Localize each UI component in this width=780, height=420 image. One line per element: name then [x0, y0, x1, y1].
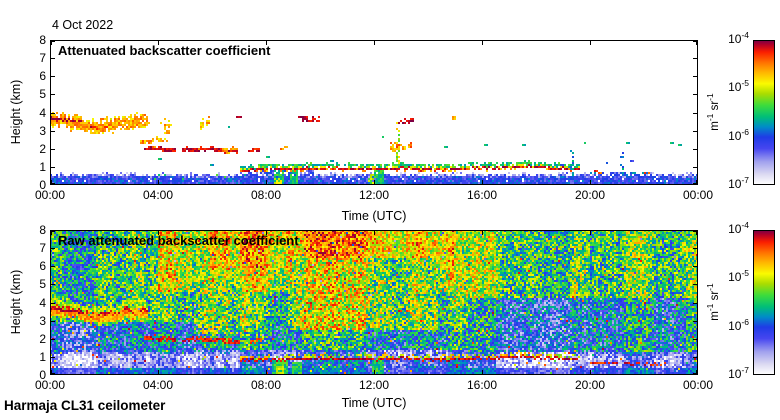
tick-base: 10: [728, 32, 742, 46]
panel-title-bottom: Raw attenuated backscatter coefficient: [58, 233, 299, 248]
tick-exponent: -6: [741, 316, 749, 327]
colorbar-tick-label: 10-7: [690, 365, 749, 381]
tick-exponent: -5: [741, 78, 749, 89]
x-tick-label: 08:00: [250, 188, 282, 202]
tick-base: 10: [728, 177, 742, 191]
y-tick-label: 3: [39, 313, 46, 328]
y-tick-label: 1: [39, 349, 46, 364]
tick-base: 10: [728, 80, 742, 95]
y-tick-label: 0: [39, 178, 46, 192]
x-tick-label: 16:00: [466, 188, 498, 202]
tick-exponent: -4: [741, 220, 749, 230]
tick-base: 10: [728, 367, 742, 381]
y-tick-label: 7: [39, 51, 46, 66]
colorbar-tick-label: 10-5: [690, 268, 749, 285]
x-tick-label: 00:00: [682, 378, 714, 392]
x-tick-label: 00:00: [682, 188, 714, 202]
x-axis-label-top: Time (UTC): [341, 209, 407, 223]
panel-title-top: Attenuated backscatter coefficient: [58, 43, 271, 58]
unit-exponent: -1: [705, 113, 716, 122]
y-tick-label: 6: [39, 69, 46, 84]
y-tick-label: 4: [39, 295, 46, 310]
y-tick-label: 5: [39, 277, 46, 292]
heatmap-canvas-top: [50, 40, 698, 185]
tick-exponent: -7: [741, 365, 749, 375]
tick-exponent: -6: [741, 126, 749, 137]
panel-attenuated-backscatter: Attenuated backscatter coefficient: [50, 40, 698, 185]
x-tick-label: 20:00: [574, 378, 606, 392]
tick-exponent: -4: [741, 30, 749, 40]
x-tick-label: 20:00: [574, 188, 606, 202]
panel-raw-backscatter: Raw attenuated backscatter coefficient: [50, 230, 698, 375]
x-tick-label: 12:00: [358, 378, 390, 392]
colorbar-gradient-top: [753, 40, 775, 185]
x-tick-label: 04:00: [142, 378, 174, 392]
y-tick-label: 6: [39, 259, 46, 274]
y-tick-label: 7: [39, 241, 46, 256]
tick-exponent: -5: [741, 268, 749, 279]
tick-base: 10: [728, 270, 742, 285]
x-tick-label: 08:00: [250, 378, 282, 392]
unit-base: sr: [709, 290, 721, 304]
y-tick-label: 2: [39, 331, 46, 346]
y-tick-label: 8: [39, 33, 46, 47]
y-tick-label: 2: [39, 141, 46, 156]
unit-exponent: -1: [705, 93, 716, 101]
instrument-label: Harmaja CL31 ceilometer: [4, 398, 166, 413]
y-tick-label: 5: [39, 87, 46, 102]
x-tick-label: 00:00: [34, 188, 66, 202]
colorbar-tick-label: 10-6: [690, 316, 749, 333]
tick-exponent: -7: [741, 175, 749, 185]
y-tick-label: 1: [39, 159, 46, 174]
x-axis-label-bottom: Time (UTC): [341, 396, 407, 410]
y-tick-label: 4: [39, 105, 46, 120]
colorbar-tick-label: 10-7: [690, 175, 749, 191]
colorbar-tick-label: 10-4: [690, 220, 749, 236]
tick-base: 10: [728, 318, 742, 333]
colorbar-unit-label-bottom: m-1 sr-1: [705, 252, 723, 352]
unit-exponent: -1: [705, 283, 716, 291]
tick-base: 10: [728, 128, 742, 143]
x-tick-label: 12:00: [358, 188, 390, 202]
y-tick-label: 0: [39, 368, 46, 382]
y-tick-label: 8: [39, 223, 46, 237]
x-tick-label: 04:00: [142, 188, 174, 202]
x-tick-label: 00:00: [34, 378, 66, 392]
colorbar-tick-label: 10-6: [690, 126, 749, 143]
unit-exponent: -1: [705, 303, 716, 312]
date-label: 4 Oct 2022: [52, 18, 114, 32]
x-tick-label: 16:00: [466, 378, 498, 392]
colorbar-unit-label-top: m-1 sr-1: [705, 62, 723, 162]
colorbar-tick-label: 10-4: [690, 30, 749, 46]
heatmap-canvas-bottom: [50, 230, 698, 375]
y-tick-label: 3: [39, 123, 46, 138]
colorbar-gradient-bottom: [753, 230, 775, 375]
unit-base: sr: [709, 100, 721, 114]
tick-base: 10: [728, 222, 742, 236]
colorbar-tick-label: 10-5: [690, 78, 749, 95]
